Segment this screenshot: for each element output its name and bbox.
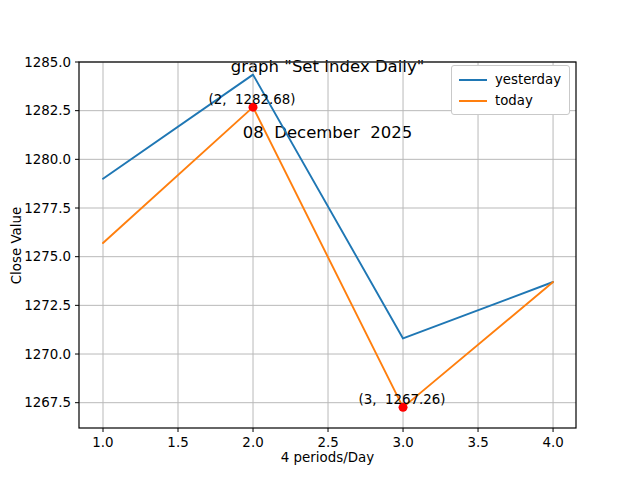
- annotation-text: (3, 1267.26): [358, 392, 445, 407]
- y-tick-label: 1270.0: [24, 347, 71, 362]
- y-tick-label: 1285.0: [24, 55, 71, 70]
- y-tick-label: 1272.5: [24, 298, 71, 313]
- legend-entry-today: today: [459, 92, 561, 109]
- legend-label-yesterday: yesterday: [495, 72, 561, 87]
- y-tick-label: 1282.5: [24, 103, 71, 118]
- legend: yesterday today: [451, 65, 570, 115]
- matplotlib-figure: graph "Set Index Daily" 08 December 2025…: [0, 0, 640, 480]
- x-tick-label: 2.0: [242, 435, 263, 450]
- x-tick-label: 3.0: [392, 435, 413, 450]
- legend-entry-yesterday: yesterday: [459, 71, 561, 88]
- x-tick-label: 3.5: [467, 435, 488, 450]
- x-tick-label: 2.5: [317, 435, 338, 450]
- y-tick-label: 1275.0: [24, 249, 71, 264]
- x-tick-label: 4.0: [542, 435, 563, 450]
- y-axis-label: Close Value: [9, 201, 26, 291]
- x-axis-label: 4 periods/Day: [79, 450, 576, 465]
- legend-label-today: today: [495, 93, 533, 108]
- axes-frame: [79, 62, 576, 428]
- legend-line-sample-yesterday: [459, 79, 487, 81]
- y-tick-label: 1280.0: [24, 152, 71, 167]
- x-tick-label: 1.5: [167, 435, 188, 450]
- y-tick-label: 1267.5: [24, 395, 71, 410]
- x-tick-label: 1.0: [92, 435, 113, 450]
- annotation-text: (2, 1282.68): [208, 92, 295, 107]
- y-tick-label: 1277.5: [24, 201, 71, 216]
- legend-line-sample-today: [459, 100, 487, 102]
